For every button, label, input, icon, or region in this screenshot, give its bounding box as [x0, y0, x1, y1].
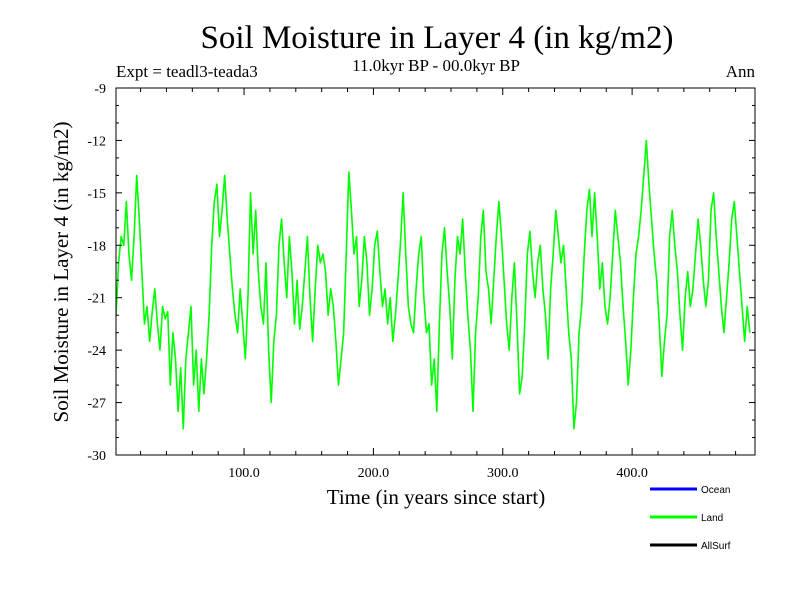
y-tick-label: -18 [87, 239, 106, 254]
y-tick-label: -27 [87, 397, 106, 412]
x-tick-label: 200.0 [358, 466, 390, 481]
y-axis: -30 -27 -24 -21 -18 -15 -12 -9 [87, 82, 755, 464]
season-label: Ann [726, 62, 756, 81]
y-tick-label: -21 [87, 292, 106, 307]
x-tick-label: 300.0 [487, 466, 519, 481]
y-axis-label: Soil Moisture in Layer 4 (in kg/m2) [49, 122, 73, 423]
chart-subtitle: 11.0kyr BP - 00.0kyr BP [352, 56, 520, 75]
legend-label-allsurf: AllSurf [701, 541, 731, 552]
x-axis-label: Time (in years since start) [327, 485, 546, 509]
plot-frame [115, 87, 756, 456]
y-tick-label: -15 [87, 187, 106, 202]
series-line-land [116, 139, 751, 430]
experiment-label: Expt = teadl3-teada3 [116, 62, 258, 81]
legend-label-land: Land [701, 513, 723, 524]
x-tick-label: 100.0 [228, 466, 260, 481]
y-tick-label: -12 [87, 134, 106, 149]
x-axis: 100.0 200.0 300.0 400.0 [140, 88, 737, 481]
chart-title: Soil Moisture in Layer 4 (in kg/m2) [201, 20, 674, 56]
legend: Ocean Land AllSurf [650, 485, 731, 552]
plot-area [116, 139, 751, 430]
legend-label-ocean: Ocean [701, 485, 730, 496]
y-tick-label: -30 [87, 449, 106, 464]
y-tick-label: -9 [94, 82, 106, 97]
x-tick-label: 400.0 [616, 466, 648, 481]
y-tick-label: -24 [87, 344, 106, 359]
